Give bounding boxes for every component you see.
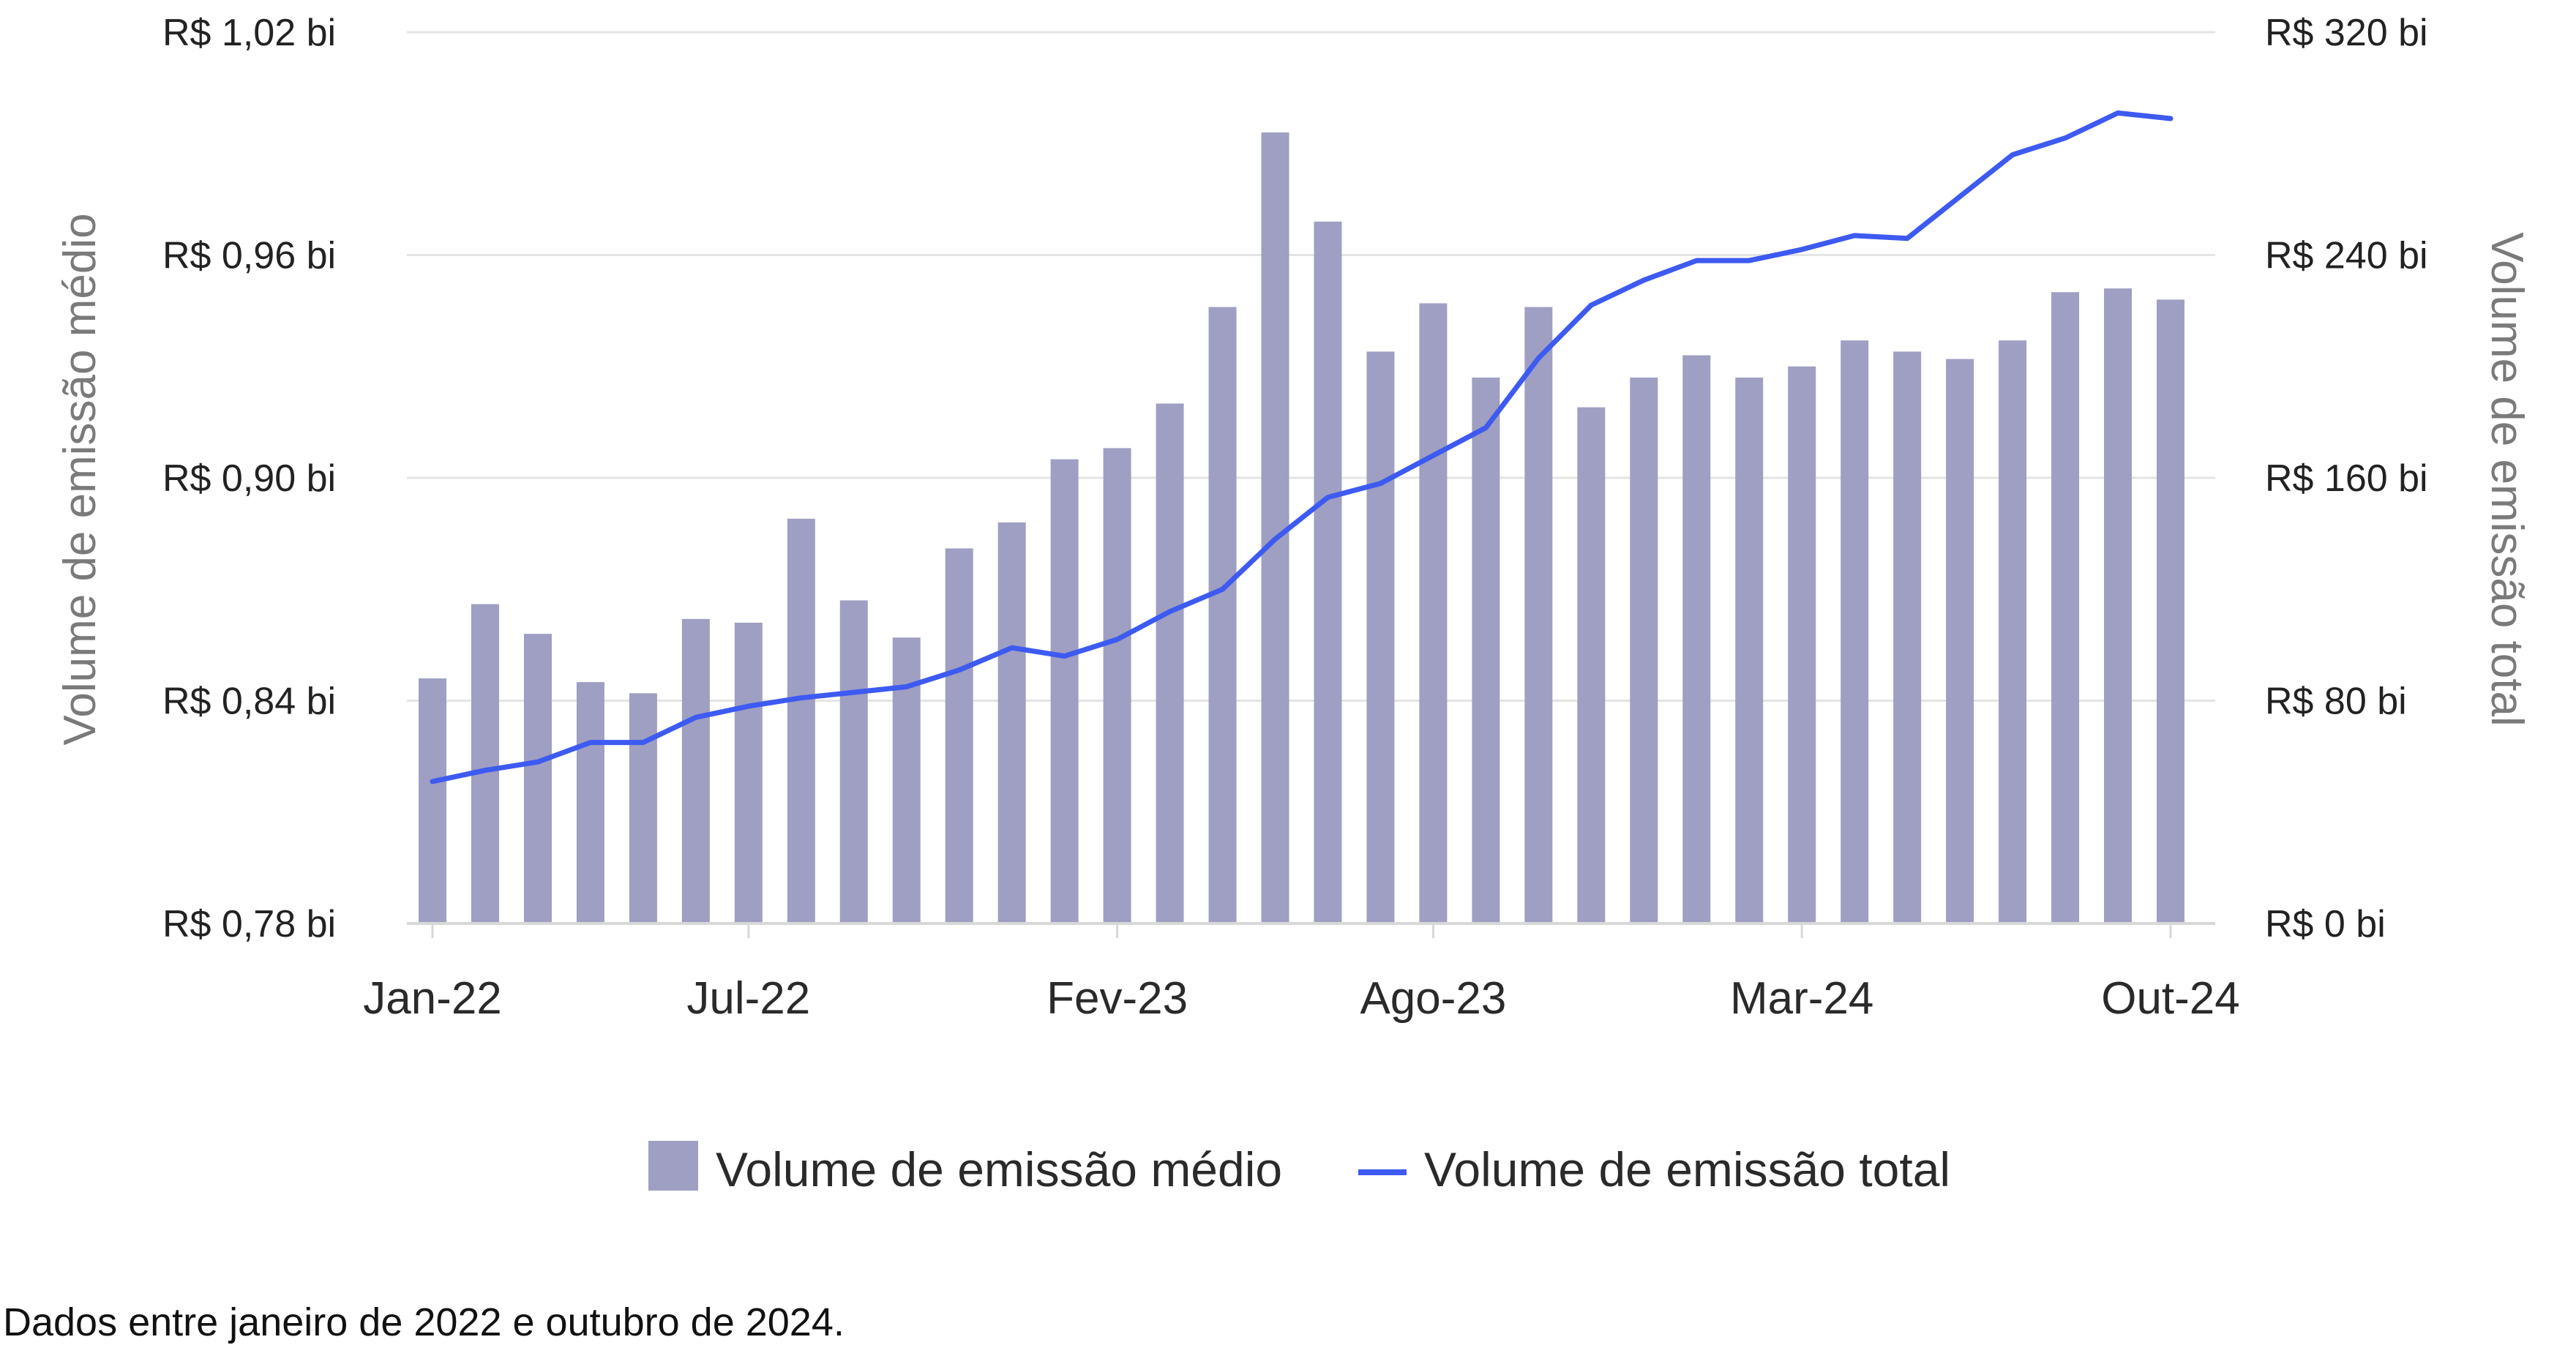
- x-tick-label: Mar-24: [1730, 973, 1873, 1024]
- bar: [997, 522, 1026, 923]
- bar: [892, 637, 921, 923]
- legend-label-bar: Volume de emissão médio: [716, 1142, 1282, 1196]
- legend: Volume de emissão médio Volume de emissã…: [648, 1141, 1950, 1196]
- dual-axis-chart: R$ 0,78 bi R$ 0,84 bi R$ 0,90 bi R$ 0,96 bi…: [55, 12, 2532, 1196]
- bar: [1577, 407, 1606, 923]
- right-tick-label: R$ 80 bi: [2265, 681, 2407, 723]
- right-tick-label: R$ 0 bi: [2265, 903, 2386, 945]
- right-axis-title: Volume de emissão total: [2482, 232, 2532, 727]
- left-tick-label: R$ 0,96 bi: [162, 235, 336, 277]
- grid-lines: [407, 31, 2215, 702]
- bar: [1156, 403, 1184, 923]
- bar: [2051, 292, 2080, 923]
- right-tick-label: R$ 320 bi: [2265, 12, 2428, 54]
- bar: [576, 682, 604, 923]
- left-tick-label: R$ 0,78 bi: [162, 903, 336, 945]
- bar: [1946, 359, 1974, 924]
- bar: [2104, 288, 2133, 923]
- bar: [419, 678, 446, 923]
- x-tick-label: Fev-23: [1046, 973, 1188, 1024]
- left-axis-title: Volume de emissão médio: [55, 213, 105, 745]
- series-line: [430, 110, 2174, 784]
- bar: [734, 622, 763, 923]
- bar: [1630, 377, 1658, 923]
- bar: [1472, 377, 1500, 923]
- bar: [523, 634, 552, 923]
- bar: [1050, 459, 1079, 923]
- bar: [1314, 221, 1342, 923]
- x-tick-label: Ago-23: [1360, 973, 1506, 1024]
- bar: [471, 604, 499, 923]
- bar: [1103, 448, 1131, 923]
- bar: [1261, 132, 1289, 923]
- bar: [1788, 366, 1816, 923]
- footnote: Dados entre janeiro de 2022 e outubro de…: [3, 1300, 845, 1344]
- bar: [1208, 307, 1237, 923]
- bar: [629, 693, 657, 923]
- x-tick-label: Out-24: [2101, 973, 2240, 1024]
- bar: [1419, 303, 1448, 924]
- left-tick-label: R$ 1,02 bi: [162, 12, 336, 54]
- bar: [1735, 377, 1764, 923]
- bar: [1999, 340, 2027, 924]
- right-tick-label: R$ 240 bi: [2265, 235, 2428, 277]
- left-tick-label: R$ 0,90 bi: [162, 457, 336, 500]
- bar: [1682, 355, 1711, 923]
- left-tick-label: R$ 0,84 bi: [162, 681, 336, 723]
- bar: [839, 600, 868, 923]
- bar: [1366, 351, 1395, 923]
- right-y-axis-ticks: R$ 0 bi R$ 80 bi R$ 160 bi R$ 240 bi R$ 320 …: [2265, 12, 2428, 945]
- legend-label-line: Volume de emissão total: [1424, 1142, 1950, 1196]
- bar: [2157, 299, 2184, 923]
- bar: [1893, 351, 1922, 923]
- line-series: [430, 110, 2174, 784]
- bar: [681, 618, 710, 923]
- bar: [945, 548, 973, 923]
- x-tick-label: Jul-22: [686, 973, 810, 1024]
- x-tick-label: Jan-22: [363, 973, 502, 1024]
- x-axis-ticks: Jan-22 Jul-22 Fev-23 Ago-23 Mar-24 Out-24: [363, 923, 2240, 1024]
- bar: [1841, 340, 1869, 924]
- bar: [1524, 307, 1553, 923]
- bar-series: [419, 132, 2184, 924]
- legend-swatch-bar: [648, 1141, 698, 1191]
- left-y-axis-ticks: R$ 0,78 bi R$ 0,84 bi R$ 0,90 bi R$ 0,96 bi…: [162, 12, 336, 945]
- right-tick-label: R$ 160 bi: [2265, 457, 2428, 500]
- bar: [787, 518, 815, 923]
